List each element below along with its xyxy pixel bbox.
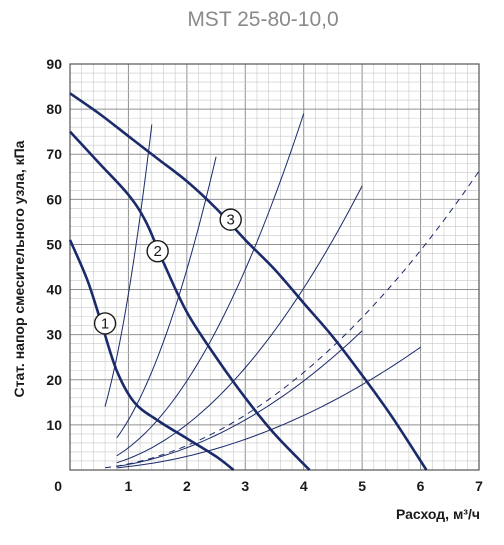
system-curve [116, 185, 363, 464]
y-tick-label: 80 [46, 101, 62, 117]
x-tick-label: 7 [475, 478, 483, 494]
system-curve-dashed [104, 170, 480, 469]
x-tick-label: 2 [183, 478, 191, 494]
x-axis-label: Расход, м³/ч [396, 506, 480, 522]
y-tick-label: 20 [46, 372, 62, 388]
x-tick-label: 3 [241, 478, 249, 494]
y-tick-label: 70 [46, 146, 62, 162]
y-axis-label: Стат. напор смесительного узла, кПа [11, 140, 27, 397]
pump-curve-1 [68, 239, 235, 472]
y-tick-label: 90 [46, 56, 62, 72]
system-curve [116, 330, 363, 467]
curve-marker-1 [93, 312, 117, 335]
curve-marker-label-2: 2 [153, 243, 161, 260]
curve-marker-2 [146, 240, 169, 263]
plot-frame [69, 63, 480, 471]
system-curve [104, 124, 153, 407]
y-tick-label: 50 [46, 236, 62, 252]
y-tick-label: 40 [46, 282, 62, 298]
axis-ticks: 10 20 30 40 50 60 70 80 90 0 1 2 3 4 5 6 7 [46, 56, 483, 494]
curve-markers: 1 2 3 [93, 208, 242, 335]
system-curve [116, 156, 217, 439]
system-curve [116, 346, 421, 469]
curve-marker-label-3: 3 [227, 212, 235, 229]
x-tick-label: 6 [417, 478, 425, 494]
chart-grid [69, 63, 480, 471]
curve-marker-3 [219, 208, 242, 231]
system-curve [116, 113, 305, 457]
curve-marker-label-1: 1 [101, 315, 109, 332]
pump-curve-2 [69, 130, 311, 471]
x-tick-label: 5 [358, 478, 366, 494]
chart-title: MST 25-80-10,0 [187, 8, 338, 31]
x-tick-label: 1 [125, 478, 133, 494]
x-tick-label: 0 [54, 478, 62, 494]
pump-curve-3 [69, 92, 428, 471]
chart-curves [68, 92, 480, 472]
y-tick-label: 10 [46, 417, 62, 433]
x-tick-label: 4 [300, 478, 308, 494]
y-tick-label: 30 [46, 327, 62, 343]
y-tick-label: 60 [46, 191, 62, 207]
